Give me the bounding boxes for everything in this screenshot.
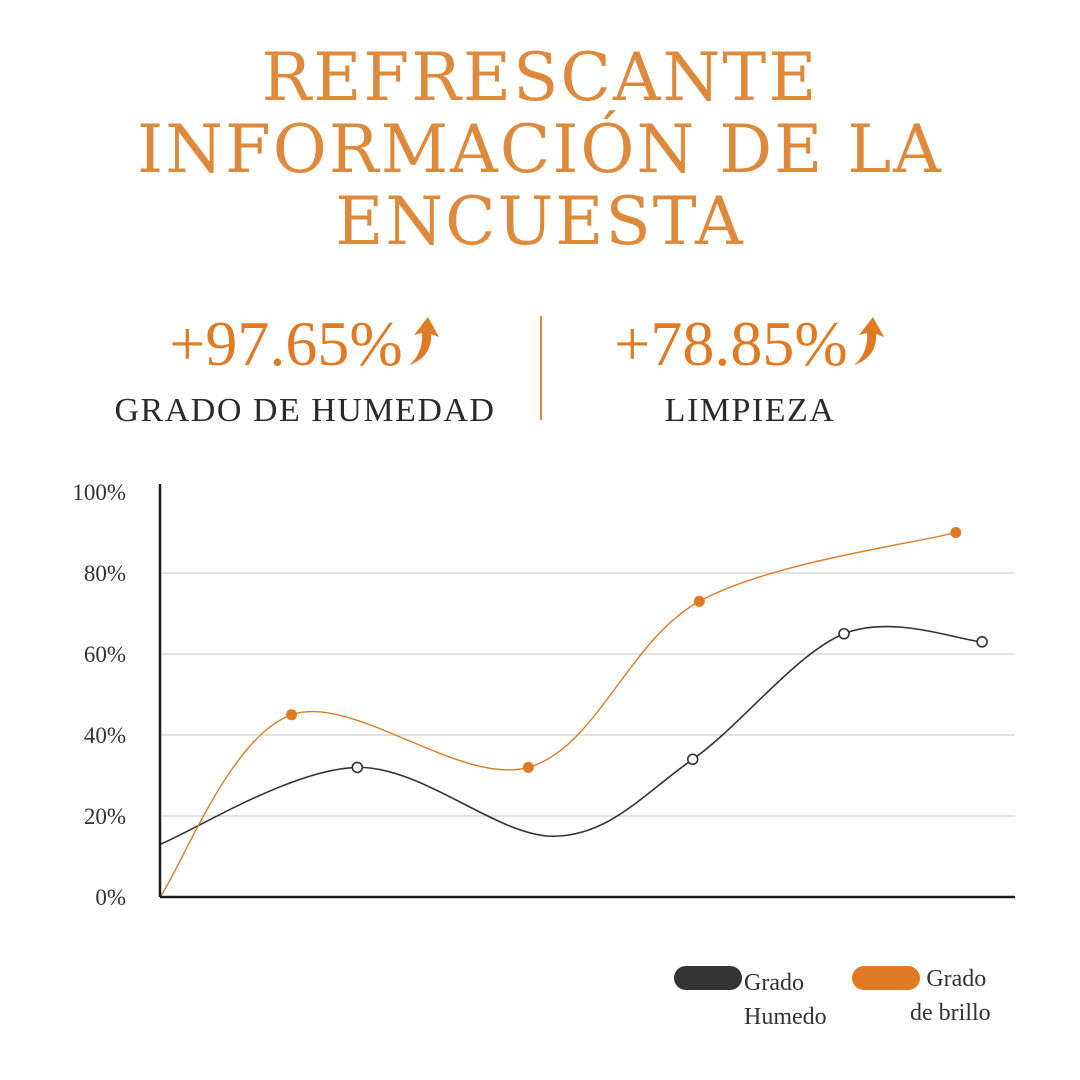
up-arrow-icon [850,314,886,378]
title-line-2: INFORMACIÓN DE LA [137,111,943,188]
legend-swatch-dark [674,966,742,990]
legend-label: Grado Humedo [744,966,827,1034]
legend-label: Grado de brillo [910,962,991,1030]
data-point-grado-humedo [351,761,364,774]
legend-label-line-1: Grado [744,970,804,996]
y-tick-label: 80% [84,561,126,586]
data-point-grado-de-brillo [522,761,534,773]
data-point-grado-humedo [686,753,699,766]
legend-label-line-2: Humedo [744,1004,827,1030]
stat-cleanliness-value-row: +78.85% [560,312,940,378]
stat-humidity-value-row: +97.65% [100,312,510,378]
page-title: REFRESCANTE INFORMACIÓN DE LA ENCUESTA [90,42,990,258]
data-point-grado-de-brillo [286,709,298,721]
stat-humidity-label: GRADO DE HUMEDAD [114,392,496,429]
y-tick-label: 20% [84,804,126,829]
data-point-grado-humedo [976,636,988,648]
stats-divider [540,316,542,420]
stat-humidity: +97.65% GRADO DE HUMEDAD [100,312,510,430]
stat-cleanliness-label: LIMPIEZA [664,392,836,429]
legend-label-line-2: de brillo [910,1000,991,1026]
y-tick-label: 100% [72,480,126,505]
stat-humidity-value: +97.65% [169,308,403,379]
up-arrow-icon [405,314,441,378]
y-tick-label: 60% [84,642,126,667]
data-point-grado-humedo [838,627,850,640]
y-tick-label: 40% [84,723,126,748]
series-line-grado-de-brillo [159,531,956,898]
legend-swatch-orange [852,966,920,990]
y-tick-label: 0% [95,885,126,910]
stat-cleanliness: +78.85% LIMPIEZA [560,312,940,430]
stat-cleanliness-value: +78.85% [614,308,848,379]
title-line-1: REFRESCANTE [261,39,819,116]
data-point-grado-de-brillo [693,595,705,607]
title-line-3: ENCUESTA [335,183,745,260]
legend-label-line-1: Grado [926,966,987,992]
data-point-grado-de-brillo [950,527,962,538]
